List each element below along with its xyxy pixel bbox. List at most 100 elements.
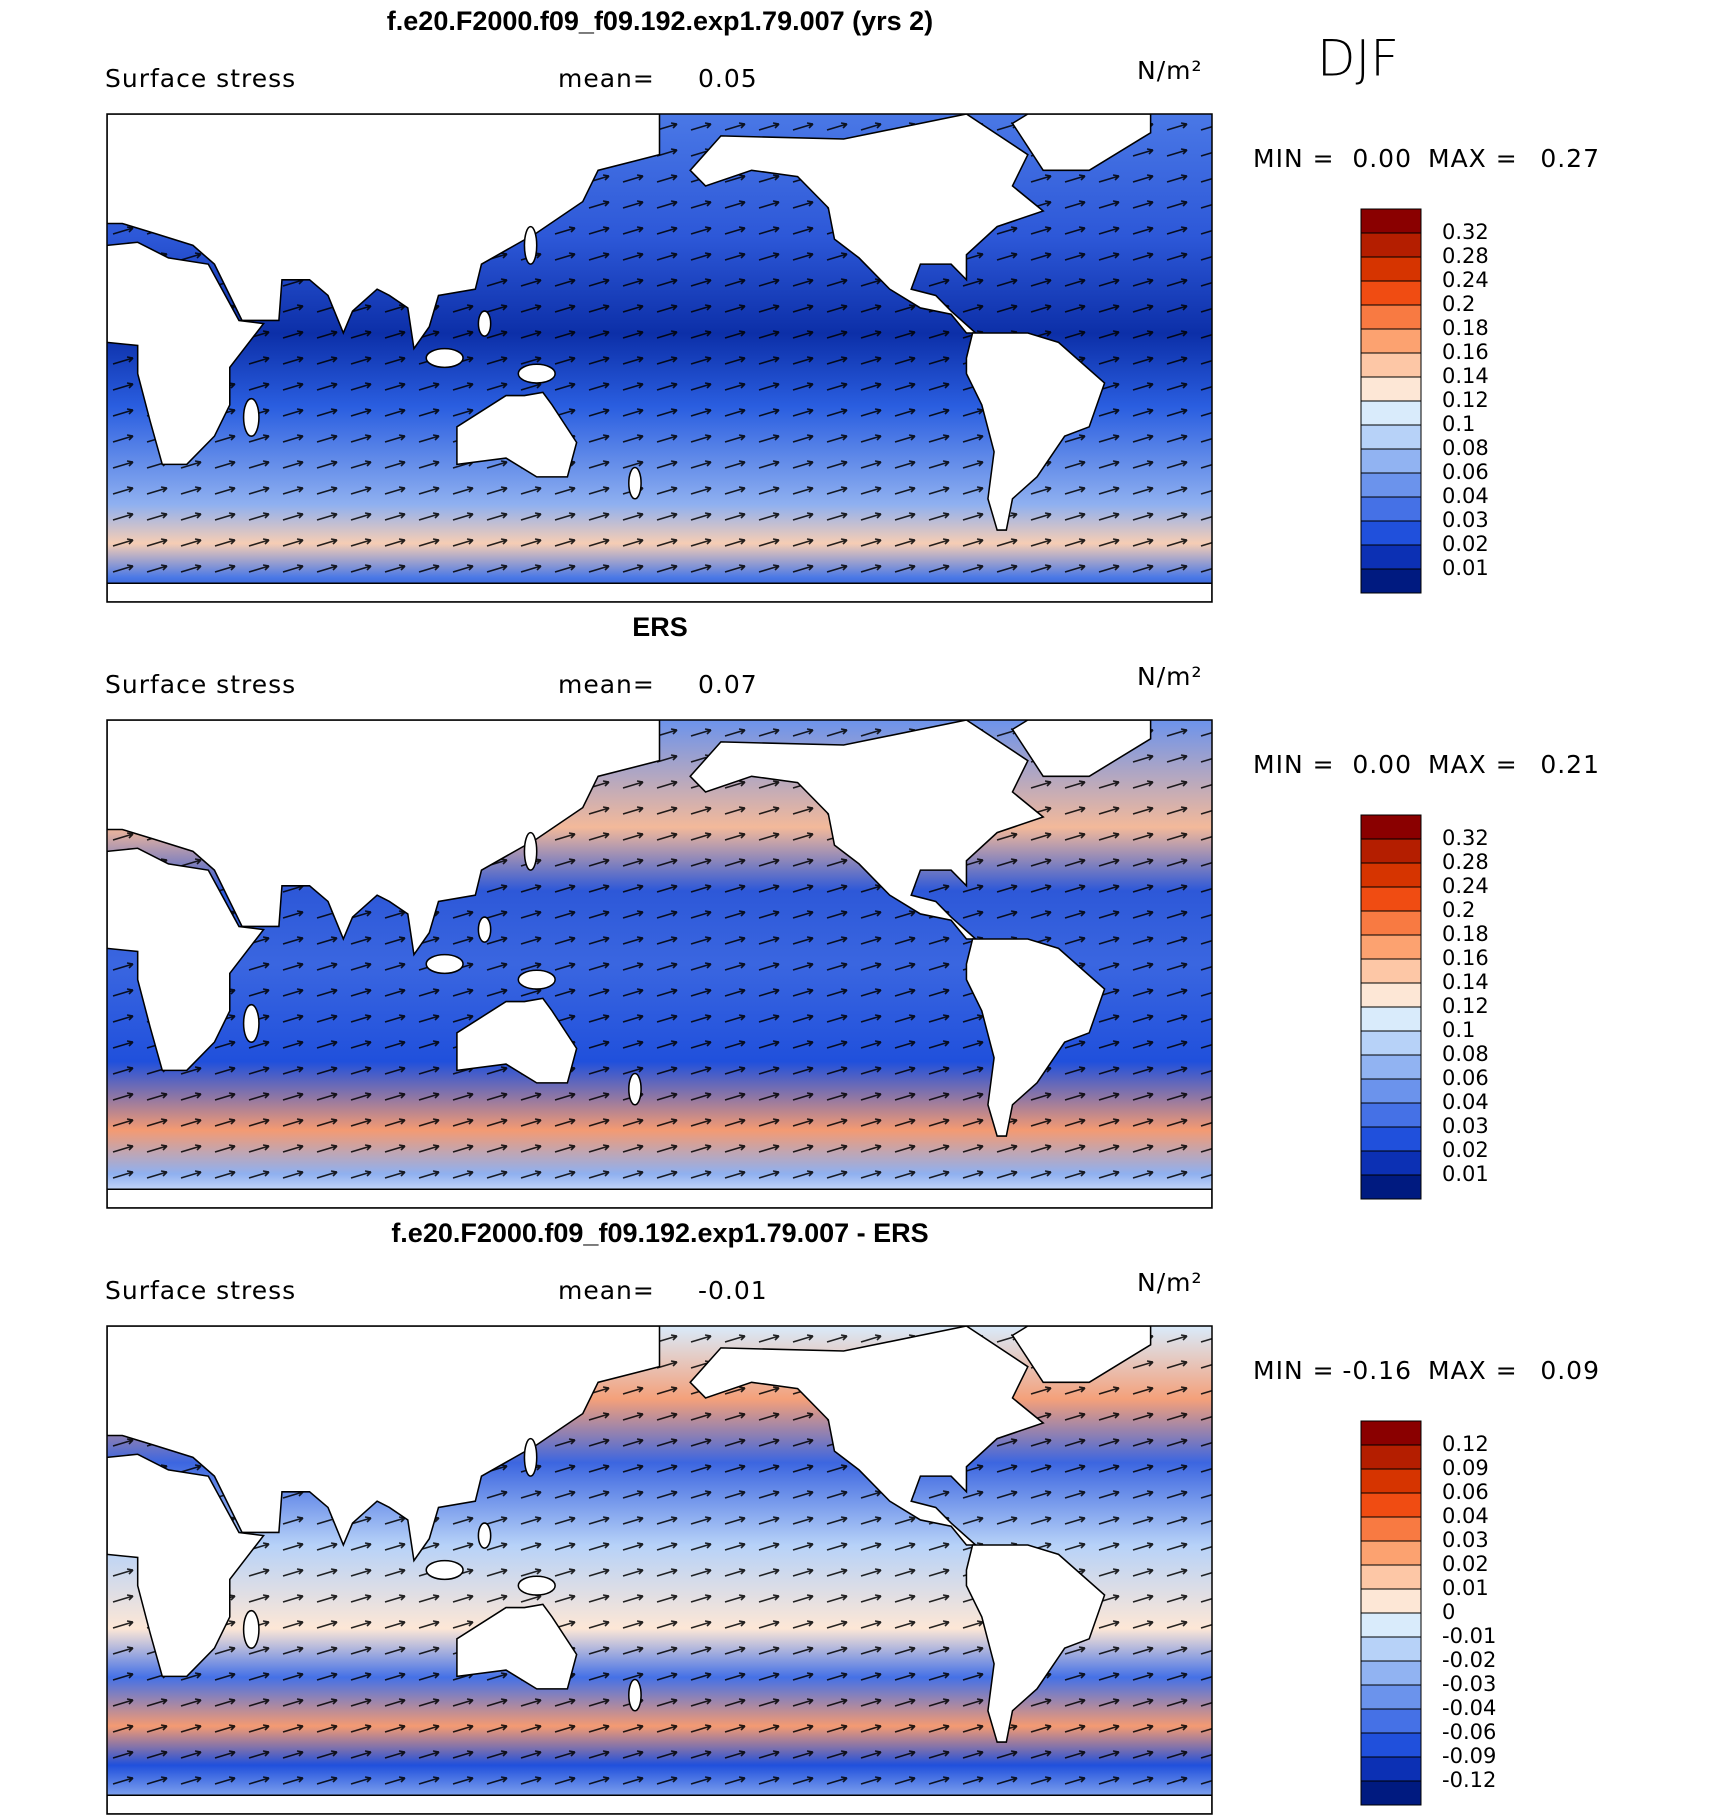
colorbar-label: 0.03 [1442,1528,1489,1552]
colorbar-box [1360,1420,1422,1446]
colorbar-box [1360,814,1422,840]
colorbar-box [1360,982,1422,1008]
colorbar-label: 0.02 [1442,1138,1489,1162]
max-value: 0.27 [1540,144,1600,173]
mean-label: mean= [558,64,655,93]
colorbar-label: 0.14 [1442,364,1489,388]
colorbar-label: 0.06 [1442,460,1489,484]
colorbar-label: 0.1 [1442,412,1475,436]
colorbar-box [1360,958,1422,984]
colorbar-box [1360,1102,1422,1128]
colorbar-label: 0.14 [1442,970,1489,994]
panel-title: f.e20.F2000.f09_f09.192.exp1.79.007 (yrs… [387,6,933,36]
colorbar-label: 0.16 [1442,946,1489,970]
variable-label: Surface stress [105,64,296,93]
colorbar-label: -0.03 [1442,1672,1496,1696]
colorbar-box [1360,304,1422,330]
season-label: DJF [1317,30,1399,88]
colorbar-label: -0.12 [1442,1768,1496,1792]
colorbar-box [1360,352,1422,378]
colorbar-box [1360,280,1422,306]
mean-value: 0.05 [698,64,758,93]
map-frame [106,1325,1213,1815]
colorbar-label: 0.06 [1442,1066,1489,1090]
max-label: MAX = [1428,144,1518,173]
panel-title: ERS [632,612,688,642]
colorbar-label: 0.12 [1442,994,1489,1018]
colorbar-box [1360,520,1422,546]
colorbar-box [1360,472,1422,498]
colorbar-box [1360,1174,1422,1200]
colorbar-box [1360,496,1422,522]
colorbar-label: 0.01 [1442,1576,1489,1600]
colorbar-label: 0.04 [1442,1504,1489,1528]
min-label: MIN = [1253,750,1335,779]
min-value: 0.00 [1352,750,1412,779]
colorbar-box [1360,1150,1422,1176]
colorbar-label: 0.32 [1442,826,1489,850]
colorbar-label: 0.12 [1442,1432,1489,1456]
max-value: 0.09 [1540,1356,1600,1385]
colorbar-box [1360,1588,1422,1614]
min-value: -0.16 [1342,1356,1412,1385]
min-label: MIN = [1253,1356,1335,1385]
colorbar-box [1360,256,1422,282]
mean-value: -0.01 [698,1276,768,1305]
colorbar-box [1360,1732,1422,1758]
units-label: N/m² [1137,662,1203,691]
mean-label: mean= [558,1276,655,1305]
colorbar-box [1360,1078,1422,1104]
panel: f.e20.F2000.f09_f09.192.exp1.79.007 (yrs… [105,6,1600,603]
colorbar-label: 0.1 [1442,1018,1475,1042]
colorbar-box [1360,1492,1422,1518]
colorbar-label: -0.04 [1442,1696,1496,1720]
colorbar-label: 0.01 [1442,556,1489,580]
colorbar-label: 0 [1442,1600,1455,1624]
colorbar-box [1360,568,1422,594]
mean-label: mean= [558,670,655,699]
colorbar-box [1360,1516,1422,1542]
mean-value: 0.07 [698,670,758,699]
colorbar-box [1360,1612,1422,1638]
colorbar-box [1360,1540,1422,1566]
colorbar-label: -0.09 [1442,1744,1496,1768]
colorbar-label: 0.32 [1442,220,1489,244]
colorbar-box [1360,886,1422,912]
colorbar-box [1360,1444,1422,1470]
colorbar-label: 0.18 [1442,316,1489,340]
colorbar-box [1360,544,1422,570]
colorbar-box [1360,1660,1422,1686]
colorbar-label: 0.12 [1442,388,1489,412]
colorbar-box [1360,1030,1422,1056]
colorbar-box [1360,448,1422,474]
colorbar-box [1360,1684,1422,1710]
max-value: 0.21 [1540,750,1600,779]
colorbar-box [1360,862,1422,888]
variable-label: Surface stress [105,1276,296,1305]
map [106,113,1213,603]
colorbar-label: 0.24 [1442,874,1489,898]
colorbar-box [1360,376,1422,402]
colorbar-label: 0.03 [1442,508,1489,532]
colorbar-box [1360,1636,1422,1662]
variable-label: Surface stress [105,670,296,699]
colorbar-label: -0.06 [1442,1720,1496,1744]
min-value: 0.00 [1352,144,1412,173]
colorbar-label: 0.08 [1442,436,1489,460]
colorbar-label: 0.16 [1442,340,1489,364]
colorbar-box [1360,424,1422,450]
colorbar-box [1360,1054,1422,1080]
colorbar-label: 0.09 [1442,1456,1489,1480]
colorbar-label: 0.18 [1442,922,1489,946]
colorbar-box [1360,232,1422,258]
colorbar-label: -0.01 [1442,1624,1496,1648]
colorbar-label: 0.06 [1442,1480,1489,1504]
map [106,1325,1213,1815]
colorbar-label: 0.08 [1442,1042,1489,1066]
colorbar-label: 0.02 [1442,532,1489,556]
colorbar-box [1360,1468,1422,1494]
colorbar-label: 0.2 [1442,898,1475,922]
colorbar-label: 0.01 [1442,1162,1489,1186]
units-label: N/m² [1137,1268,1203,1297]
